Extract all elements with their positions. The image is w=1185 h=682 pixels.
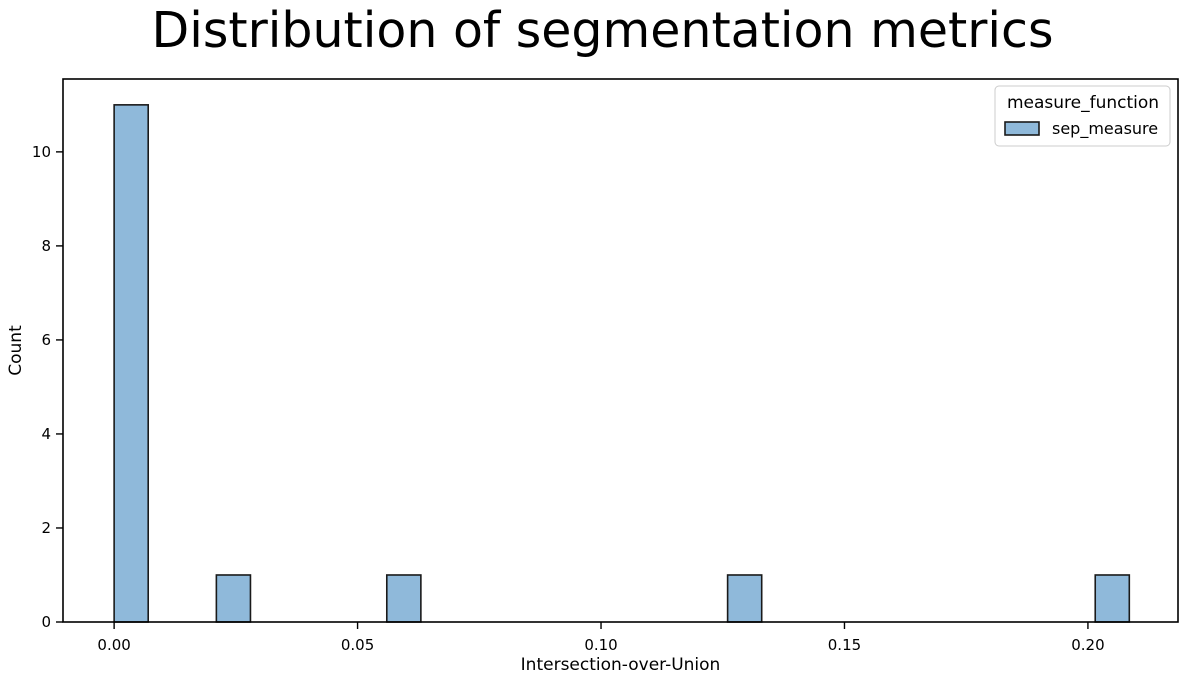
x-tick-label: 0.00 — [97, 636, 130, 654]
x-tick-label: 0.20 — [1071, 636, 1104, 654]
legend-entry-label: sep_measure — [1052, 119, 1158, 139]
legend: measure_function sep_measure — [994, 85, 1171, 147]
x-axis-ticks: 0.00 0.05 0.10 0.15 0.20 — [97, 622, 1105, 654]
histogram-bar — [726, 574, 763, 623]
y-axis-label: Count — [6, 325, 26, 376]
histogram-bar — [1094, 574, 1131, 623]
histogram-bar — [385, 574, 422, 623]
y-tick-label: 6 — [41, 331, 51, 349]
y-axis-ticks: 0 2 4 6 8 10 — [32, 143, 63, 631]
histogram-bar — [215, 574, 252, 623]
plot-frame — [62, 78, 1179, 623]
x-axis-label: Intersection-over-Union — [521, 655, 721, 675]
histogram-bar — [113, 104, 150, 623]
bars-layer — [113, 104, 1131, 623]
y-tick-label: 4 — [41, 425, 51, 443]
chart-title: Distribution of segmentation metrics — [151, 2, 1054, 59]
x-tick-label: 0.10 — [584, 636, 617, 654]
legend-swatch — [1004, 121, 1040, 136]
y-tick-label: 8 — [41, 237, 51, 255]
y-tick-label: 2 — [41, 519, 51, 537]
y-tick-label: 10 — [32, 143, 51, 161]
x-tick-label: 0.15 — [828, 636, 861, 654]
y-tick-label: 0 — [41, 613, 51, 631]
x-tick-label: 0.05 — [341, 636, 374, 654]
legend-title: measure_function — [1007, 93, 1159, 113]
